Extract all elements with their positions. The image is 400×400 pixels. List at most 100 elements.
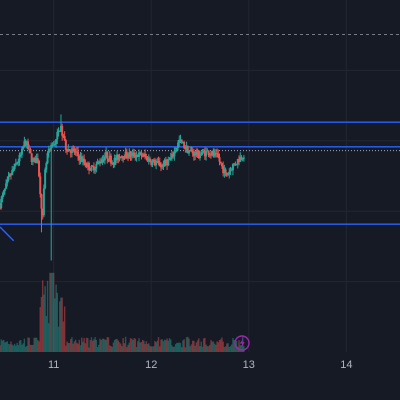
tick-label-13: 13	[243, 359, 255, 371]
lightning-icon[interactable]	[234, 335, 250, 351]
candle-body-19	[22, 147, 25, 149]
candle-body-28	[33, 158, 36, 161]
volume-bar-13	[15, 345, 17, 352]
volume-bar-124	[150, 346, 152, 352]
volume-bar-26	[31, 344, 33, 352]
volume-bar-71	[85, 337, 88, 352]
candle-184	[223, 164, 226, 178]
volume-bar-177	[215, 344, 217, 352]
candle-body-131	[158, 162, 161, 167]
candle-113	[136, 154, 139, 158]
candle-body-169	[205, 150, 208, 157]
volume-bar-59	[71, 337, 73, 352]
candle-body-152	[184, 148, 187, 150]
candle-body-72	[86, 163, 89, 167]
candle-14	[16, 161, 19, 166]
volume-bar-129	[156, 340, 159, 352]
candle-body-91	[109, 155, 112, 164]
candle-140	[169, 152, 172, 161]
volume-bar-132	[160, 339, 162, 352]
candle-body-84	[101, 159, 104, 162]
candle-200	[242, 155, 245, 162]
volume-bar-170	[206, 346, 209, 352]
candle-125	[151, 159, 154, 168]
candle-22	[25, 140, 28, 149]
candle-98	[118, 153, 121, 162]
candle-187	[227, 172, 230, 176]
candle-body-39	[46, 153, 49, 164]
volume-bar-89	[107, 337, 110, 352]
volume-bar-20	[23, 338, 26, 352]
volume-bar-174	[211, 341, 213, 352]
volume-bar-189	[229, 346, 232, 352]
candle-body-158	[191, 151, 194, 154]
volume-bar-99	[120, 343, 122, 352]
candle-body-139	[168, 159, 171, 161]
candle-77	[92, 162, 95, 174]
volume-bar-191	[232, 337, 234, 352]
volume-bar-139	[168, 338, 171, 352]
candle-133	[161, 163, 164, 170]
candle-body-168	[203, 152, 206, 157]
candle-body-132	[159, 166, 162, 168]
candle-body-140	[169, 157, 172, 160]
volume-bar-62	[74, 339, 77, 352]
volume-bar-157	[190, 344, 193, 352]
candle-body-62	[74, 151, 77, 153]
candle-body-37	[44, 169, 47, 189]
candle-170	[206, 148, 209, 152]
candle-101	[122, 156, 125, 163]
volume-bar-48	[57, 326, 60, 352]
volume-bar-140	[170, 339, 172, 352]
candle-body-78	[94, 168, 97, 171]
volume-bar-97	[117, 340, 119, 352]
volume-bar-73	[88, 347, 90, 352]
volume-bar-175	[212, 341, 215, 352]
candle-body-46	[55, 139, 58, 144]
candle-135	[163, 158, 166, 167]
candle-96	[116, 151, 119, 164]
volume-bar-116	[140, 341, 143, 352]
candle-body-2	[1, 195, 4, 199]
volume-bar-30	[35, 337, 38, 352]
candle-body-191	[231, 164, 234, 171]
candle-body-36	[42, 188, 45, 216]
candle-body-143	[173, 151, 176, 157]
candle-102	[123, 154, 126, 160]
candle-1	[0, 196, 3, 210]
candle-body-177	[214, 152, 217, 154]
candle-84	[101, 155, 104, 166]
horizontal-levels[interactable]	[0, 33, 400, 242]
candle-body-108	[130, 153, 133, 157]
candle-body-176	[213, 152, 216, 156]
volume-bar-78	[94, 337, 96, 352]
candle-60	[72, 145, 75, 152]
volume-bar-179	[217, 342, 219, 352]
volume-bar-33	[39, 307, 41, 352]
volume-bar-93	[112, 342, 115, 352]
candle-34	[40, 193, 43, 233]
candle-body-56	[67, 148, 70, 152]
candle-130	[157, 156, 160, 166]
candle-193	[234, 161, 237, 167]
volume-bar-158	[191, 340, 194, 352]
volume-bar-180	[218, 340, 221, 352]
volume-bar-128	[155, 342, 157, 352]
volume-bar-46	[55, 284, 57, 352]
candle-62	[74, 148, 77, 156]
candle-190	[230, 167, 233, 171]
volume-bar-51	[61, 297, 63, 352]
candle-156	[189, 146, 192, 152]
candle-158	[191, 147, 194, 157]
candle-57	[68, 148, 71, 151]
candle-body-23	[27, 141, 30, 150]
volume-bars	[0, 272, 245, 352]
volume-bar-148	[179, 343, 182, 352]
candle-114	[138, 149, 141, 162]
candle-body-60	[72, 148, 75, 150]
candle-83	[100, 157, 103, 164]
volume-bar-77	[93, 339, 95, 352]
candle-body-96	[116, 154, 119, 161]
